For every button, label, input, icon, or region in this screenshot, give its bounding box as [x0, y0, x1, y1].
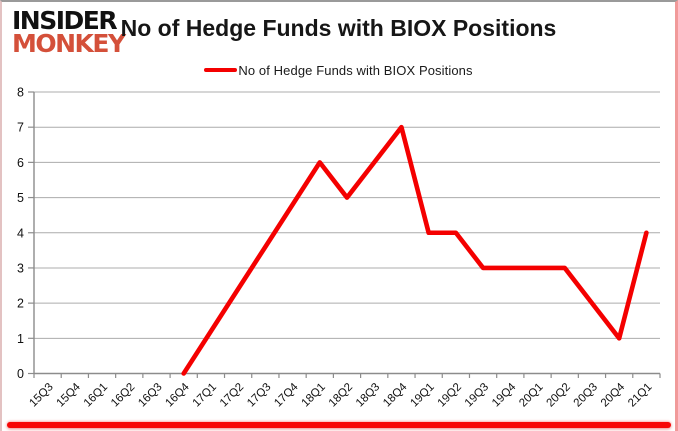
x-axis-label: 16Q3 — [136, 381, 164, 409]
chart-title: No of Hedge Funds with BIOX Positions — [120, 15, 557, 41]
x-axis-label: 20Q3 — [572, 381, 600, 409]
x-axis-label: 17Q3 — [245, 381, 273, 409]
x-axis-label: 16Q1 — [82, 381, 110, 409]
x-axis-label: 19Q4 — [490, 381, 519, 410]
insider-monkey-logo: INSIDER MONKEY — [12, 6, 126, 59]
x-axis-label: 18Q4 — [381, 381, 410, 410]
x-axis-label: 20Q1 — [517, 381, 545, 409]
y-axis-label: 4 — [17, 226, 24, 240]
legend-line-marker-icon — [204, 67, 238, 73]
x-axis-label: 17Q2 — [218, 381, 246, 409]
x-axis-label: 16Q4 — [163, 381, 192, 410]
x-axis-label: 19Q1 — [408, 381, 436, 409]
x-axis-label: 19Q3 — [463, 381, 491, 409]
bottom-red-bar — [7, 421, 671, 428]
logo-text-insider: INSIDER — [12, 6, 118, 35]
y-axis-label: 1 — [17, 332, 24, 346]
x-axis-label: 20Q4 — [599, 381, 628, 410]
x-axis-label: 18Q1 — [300, 381, 328, 409]
logo-text-monkey: MONKEY — [12, 29, 126, 59]
legend: No of Hedge Funds with BIOX Positions — [2, 62, 675, 78]
x-axis-label: 21Q1 — [626, 381, 654, 409]
x-axis-label: 18Q2 — [327, 381, 355, 409]
x-axis-label: 20Q2 — [544, 381, 572, 409]
x-axis-label: 15Q4 — [55, 381, 84, 410]
x-axis-label: 19Q2 — [436, 381, 464, 409]
x-axis-label: 17Q1 — [191, 381, 219, 409]
x-axis-label: 17Q4 — [272, 381, 301, 410]
x-axis-label: 15Q3 — [27, 381, 55, 409]
y-axis-label: 6 — [17, 156, 24, 170]
x-axis-label: 16Q2 — [109, 381, 137, 409]
legend-series-label: No of Hedge Funds with BIOX Positions — [238, 62, 473, 78]
y-axis-label: 3 — [17, 261, 24, 275]
y-axis-label: 8 — [17, 86, 24, 100]
y-axis-label: 2 — [17, 297, 24, 311]
y-axis-label: 5 — [17, 191, 24, 205]
data-series-line — [181, 124, 649, 376]
y-axis-label: 0 — [17, 367, 24, 381]
x-axis-label: 18Q3 — [354, 381, 382, 409]
y-axis-label: 7 — [17, 121, 24, 135]
